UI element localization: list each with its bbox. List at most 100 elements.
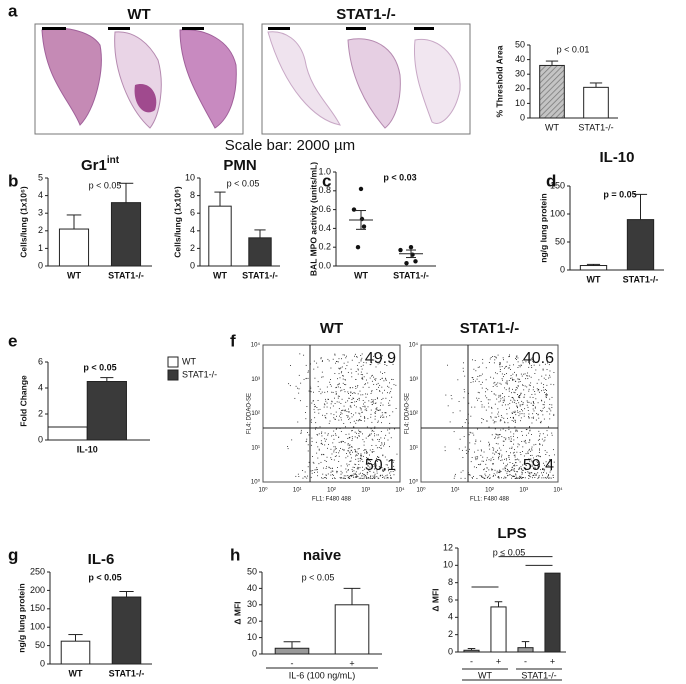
dot bbox=[369, 468, 370, 470]
dot bbox=[472, 359, 473, 361]
dot bbox=[323, 453, 325, 455]
dot bbox=[457, 379, 459, 381]
dot bbox=[361, 412, 363, 413]
dot bbox=[512, 476, 514, 477]
dot bbox=[529, 460, 531, 462]
scale-bar-label: Scale bar: 2000 µm bbox=[225, 137, 355, 154]
dot bbox=[549, 471, 551, 473]
dot bbox=[479, 366, 480, 368]
dot bbox=[483, 477, 485, 479]
dot bbox=[360, 409, 362, 411]
dot bbox=[515, 374, 517, 376]
dot bbox=[339, 387, 341, 389]
dot bbox=[321, 435, 323, 437]
dot bbox=[355, 476, 357, 478]
dot bbox=[548, 455, 550, 457]
dot bbox=[533, 386, 535, 388]
dot bbox=[526, 468, 528, 470]
dot bbox=[350, 450, 352, 451]
dot bbox=[524, 459, 526, 460]
dot bbox=[549, 398, 551, 400]
dot bbox=[483, 477, 485, 479]
dot bbox=[481, 476, 483, 478]
dot bbox=[355, 412, 357, 414]
dot bbox=[535, 361, 537, 363]
dot bbox=[375, 463, 377, 465]
dot bbox=[508, 390, 510, 392]
dot bbox=[497, 354, 499, 356]
dot bbox=[541, 390, 543, 392]
dot bbox=[298, 392, 300, 394]
dot bbox=[362, 466, 363, 468]
dot bbox=[376, 457, 377, 459]
dot bbox=[500, 429, 502, 431]
dot bbox=[373, 451, 375, 453]
dot bbox=[499, 382, 501, 384]
dot bbox=[454, 475, 456, 477]
dot bbox=[370, 460, 371, 462]
dot bbox=[307, 432, 308, 433]
dot bbox=[388, 470, 389, 472]
dot bbox=[528, 432, 530, 434]
dot bbox=[514, 476, 515, 477]
dot bbox=[497, 437, 499, 439]
dot bbox=[545, 397, 547, 399]
dot bbox=[375, 378, 377, 380]
dot bbox=[379, 475, 381, 477]
dot bbox=[317, 475, 319, 477]
dot bbox=[528, 471, 530, 473]
dot bbox=[312, 455, 313, 457]
dot bbox=[378, 465, 380, 467]
dot bbox=[526, 404, 528, 406]
dot bbox=[349, 452, 351, 454]
dot bbox=[323, 403, 325, 405]
dot bbox=[518, 459, 520, 461]
dot bbox=[355, 471, 357, 473]
dot bbox=[525, 467, 527, 469]
dot bbox=[514, 464, 516, 466]
dot bbox=[545, 396, 547, 398]
dot bbox=[321, 376, 323, 378]
dot bbox=[530, 476, 532, 478]
dot bbox=[372, 477, 373, 479]
dot bbox=[508, 380, 510, 381]
dot bbox=[372, 465, 374, 467]
dot bbox=[533, 404, 534, 406]
x-tick-label: - bbox=[470, 656, 473, 666]
dot bbox=[481, 418, 483, 419]
dot bbox=[539, 364, 541, 366]
y-tick-label: 0.2 bbox=[318, 242, 331, 252]
dot bbox=[513, 391, 515, 393]
dot bbox=[513, 364, 514, 366]
dot bbox=[511, 440, 512, 442]
dot bbox=[543, 404, 545, 406]
dot bbox=[475, 380, 476, 382]
dot bbox=[385, 464, 387, 466]
dot bbox=[348, 411, 349, 413]
dot bbox=[321, 443, 323, 445]
dot bbox=[541, 477, 543, 479]
dot bbox=[348, 411, 350, 413]
dot bbox=[506, 380, 508, 382]
dot bbox=[300, 433, 302, 434]
dot bbox=[508, 438, 510, 440]
dot bbox=[502, 400, 504, 402]
y-tick-label: 10 bbox=[185, 172, 195, 182]
dot bbox=[533, 410, 535, 412]
bar bbox=[517, 647, 534, 653]
dot bbox=[514, 410, 516, 412]
dot bbox=[517, 458, 518, 460]
dot bbox=[374, 378, 376, 380]
dot bbox=[512, 379, 514, 381]
dot bbox=[340, 473, 342, 475]
dot bbox=[508, 437, 510, 438]
y-tick-label: 30 bbox=[247, 599, 257, 609]
dot bbox=[320, 358, 322, 360]
bar bbox=[544, 572, 561, 653]
dot bbox=[475, 439, 477, 441]
dot bbox=[497, 443, 499, 445]
dot bbox=[549, 357, 551, 358]
dot bbox=[518, 365, 520, 367]
dot bbox=[358, 467, 360, 469]
dot bbox=[481, 404, 483, 406]
